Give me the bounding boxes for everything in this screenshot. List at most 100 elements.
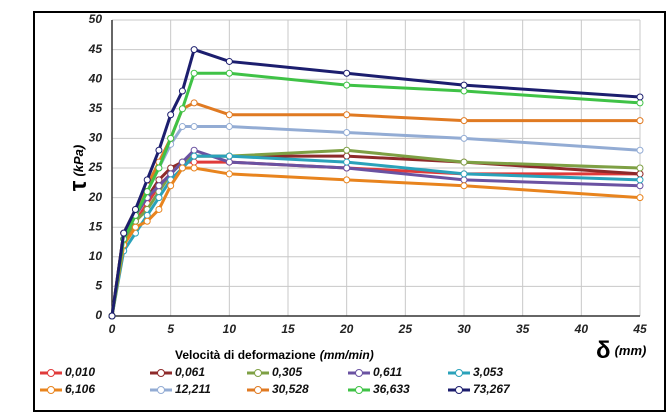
point <box>343 152 351 160</box>
point <box>225 123 233 131</box>
y-tick-label: 40 <box>88 71 103 85</box>
x-tick-label: 45 <box>632 322 647 336</box>
y-axis-unit: (kPa) <box>71 145 86 177</box>
point <box>190 123 198 131</box>
legend-label: 3,053 <box>473 365 503 379</box>
legend-marker <box>157 369 165 377</box>
point <box>225 152 233 160</box>
legend-title-text: Velocità di deformazione <box>175 348 316 362</box>
point <box>143 188 151 196</box>
y-tick-label: 10 <box>89 249 103 263</box>
point <box>636 146 644 154</box>
legend-marker <box>157 386 165 394</box>
legend-label: 0,010 <box>65 365 95 379</box>
point <box>143 217 151 225</box>
point <box>167 134 175 142</box>
legend-label: 0,061 <box>175 365 205 379</box>
point <box>636 93 644 101</box>
y-tick-label: 30 <box>89 131 103 145</box>
point <box>343 128 351 136</box>
legend-marker <box>47 386 55 394</box>
point <box>460 182 468 190</box>
legend-marker <box>254 369 262 377</box>
point <box>178 87 186 95</box>
point <box>155 146 163 154</box>
y-tick-label: 0 <box>95 308 102 322</box>
legend-label: 73,267 <box>473 382 511 396</box>
y-tick-label: 20 <box>88 190 103 204</box>
point <box>131 205 139 213</box>
point <box>178 123 186 131</box>
legend-marker <box>355 386 363 394</box>
point <box>155 164 163 172</box>
y-tick-label: 5 <box>95 279 102 293</box>
point <box>190 152 198 160</box>
point <box>343 158 351 166</box>
x-tick-label: 25 <box>398 322 413 336</box>
point <box>460 87 468 95</box>
point <box>155 182 163 190</box>
x-tick-label: 20 <box>339 322 354 336</box>
series-line <box>110 160 640 317</box>
point <box>636 99 644 107</box>
x-axis-symbol: δ <box>596 337 611 364</box>
point <box>636 194 644 202</box>
legend-label: 30,528 <box>272 382 309 396</box>
y-axis-title: τ (kPa) <box>65 145 92 192</box>
point <box>167 182 175 190</box>
series-line <box>110 48 641 317</box>
legend-marker <box>254 386 262 394</box>
legend-title-unit: (mm/min) <box>320 348 374 362</box>
x-tick-label: 10 <box>223 322 237 336</box>
x-axis-title: δ (mm) <box>596 337 646 364</box>
point <box>343 146 351 154</box>
series-line <box>110 71 641 317</box>
x-tick-label: 5 <box>167 322 174 336</box>
point <box>460 170 468 178</box>
point <box>131 223 139 231</box>
y-tick-label: 25 <box>88 160 103 174</box>
point <box>636 117 644 125</box>
x-axis-unit: (mm) <box>615 343 647 358</box>
x-tick-label: 0 <box>109 322 116 336</box>
point <box>343 164 351 172</box>
point <box>460 134 468 142</box>
y-axis-symbol: τ <box>65 180 92 191</box>
legend-marker <box>455 386 463 394</box>
x-tick-label: 35 <box>516 322 530 336</box>
point <box>225 57 233 65</box>
point <box>178 105 186 113</box>
series-line <box>110 154 641 317</box>
y-tick-label: 15 <box>89 219 103 233</box>
legend-marker <box>47 369 55 377</box>
point <box>225 111 233 119</box>
point <box>343 81 351 89</box>
legend-label: 0,305 <box>272 365 302 379</box>
point <box>636 182 644 190</box>
x-tick-label: 30 <box>457 322 471 336</box>
point <box>190 99 198 107</box>
point <box>120 229 128 237</box>
legend-label: 36,633 <box>373 382 410 396</box>
point <box>225 158 233 166</box>
legend-marker <box>455 369 463 377</box>
chart-frame <box>33 11 666 412</box>
point <box>460 81 468 89</box>
point <box>155 194 163 202</box>
legend-label: 12,211 <box>175 382 211 396</box>
point <box>460 117 468 125</box>
point <box>225 170 233 178</box>
series-line <box>110 166 641 317</box>
point <box>460 158 468 166</box>
point <box>343 111 351 119</box>
point <box>636 176 644 184</box>
point <box>460 176 468 184</box>
point <box>190 46 198 54</box>
x-tick-label: 15 <box>281 322 295 336</box>
legend-title: Velocità di deformazione (mm/min) <box>175 348 374 362</box>
point <box>343 176 351 184</box>
y-tick-label: 35 <box>89 101 103 115</box>
point <box>143 176 151 184</box>
legend-label: 0,611 <box>373 365 402 379</box>
